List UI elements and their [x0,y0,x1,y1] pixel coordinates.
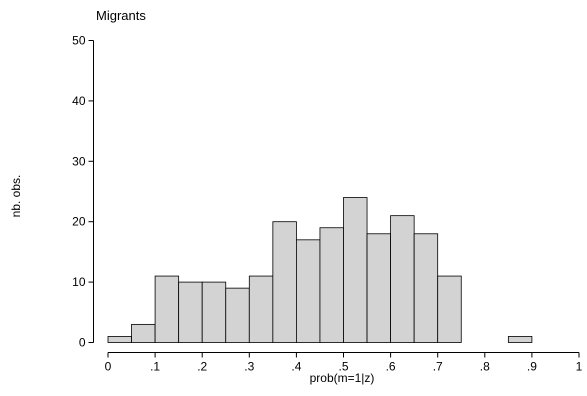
axes-group: 0 10 20 30 40 50 0 .1 .2 .3 .4 .5 .6 .7 .8 .9 1 [72,34,583,374]
y-tick-label: 0 [79,336,86,350]
x-tick-label: .6 [386,360,396,374]
histogram-bar [437,275,462,343]
y-axis-label: nb. obs. [9,175,23,218]
histogram-bar [131,323,156,343]
x-tick-label: 1 [576,360,583,374]
histogram-bar [319,227,344,343]
histogram-bar [390,215,415,343]
y-tick-label: 50 [72,34,86,48]
histogram-bar [366,233,391,343]
y-tick-label: 20 [72,215,86,229]
x-tick-label: .7 [433,360,443,374]
histogram-bar [107,336,132,343]
histogram-bar [343,197,368,343]
histogram-bar [154,275,180,343]
x-axis-label: prob(m=1|z) [310,371,375,385]
chart-title: Migrants [96,8,146,23]
x-tick-label: .1 [150,360,160,374]
y-tick-label: 30 [72,154,86,168]
x-tick-label: .5 [338,360,348,374]
bars-group [107,197,533,343]
histogram-bar [225,287,250,343]
x-tick-label: .8 [480,360,490,374]
histogram-bar [178,281,203,343]
y-tick-label: 40 [72,94,86,108]
x-tick-label: .9 [527,360,537,374]
x-tick-label: 0 [105,360,112,374]
x-tick-label: .3 [244,360,254,374]
x-tick-label: .4 [291,360,301,374]
x-tick-label: .2 [197,360,207,374]
histogram-bar [248,275,274,343]
y-tick-label: 10 [72,275,86,289]
histogram-bar [413,233,439,343]
histogram-bar [507,336,533,343]
histogram-bar [201,281,227,343]
histogram-bar [272,221,297,343]
histogram-bar [295,239,321,343]
